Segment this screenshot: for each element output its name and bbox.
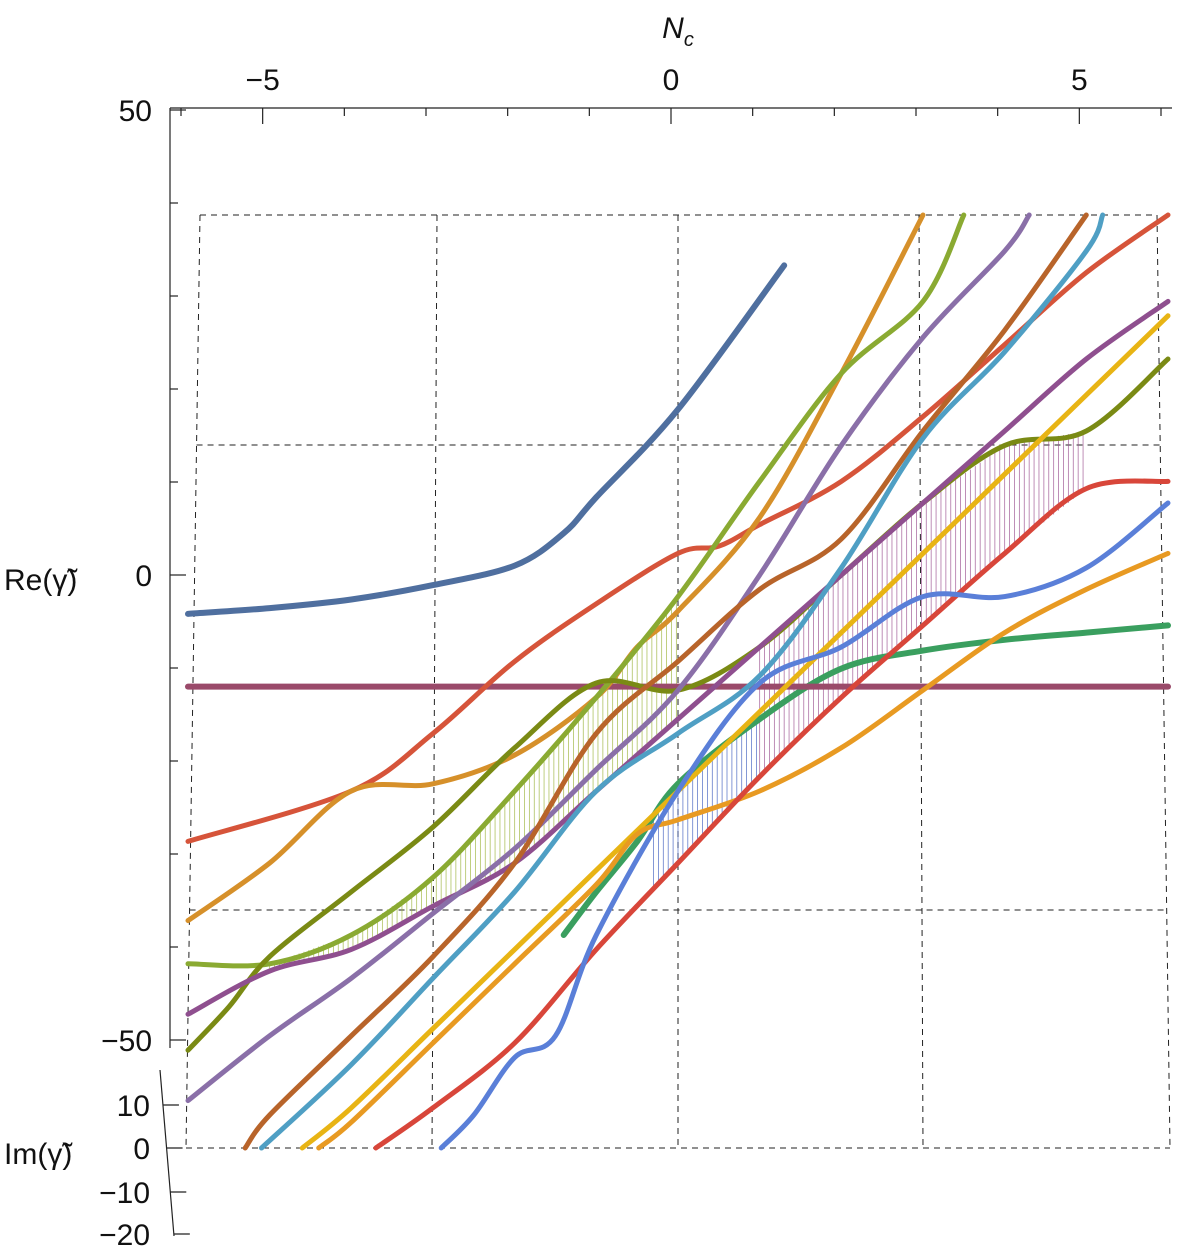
x-tick-label-2: 5 [1071,64,1088,97]
series-line-orange-upper [185,212,926,924]
grid-vertical-0 [185,214,201,1149]
series-line-orange-lower [316,550,1171,1151]
series-line-brown [242,212,1089,1151]
im-tick-label-1: 0 [133,1133,150,1166]
grid-layer [185,214,1171,1149]
series-line-dark-green [560,622,1171,938]
re-tick-label-2: −50 [101,1025,152,1058]
series-line-olive-green [185,212,967,969]
re-tick-label-0: 50 [119,95,152,128]
series-line-red-main [185,212,1171,844]
series-line-slate-blue [185,262,788,617]
curve-layer [185,212,1171,1151]
im-tick-label-2: −10 [99,1177,150,1210]
re-axis-title: Re(γ̃) [4,564,78,597]
im-tick-label-0: 10 [117,1090,150,1123]
x-axis-title-n: N [662,12,684,45]
im-axis-title: Im(γ̃) [4,1138,73,1171]
series-line-gold [299,313,1171,1151]
grid-vertical-1 [431,214,438,1149]
x-axis-title-sub: c [684,29,694,51]
series-line-red-lower [373,478,1171,1151]
series-line-purple-lower [185,298,1171,1017]
axis-layer [159,107,1172,1237]
im-tick-label-3: −20 [99,1219,150,1252]
im-axis-line [159,1069,175,1237]
x-tick-label-1: 0 [663,64,680,97]
re-tick-label-1: 0 [135,560,152,593]
series-line-steel-blue [259,212,1106,1151]
hatch-layer [269,431,1084,971]
series-line-dark-olive [185,356,1171,1053]
grid-vertical-4 [1156,214,1171,1149]
x-tick-label-0: −5 [246,64,280,97]
series-line-royal-blue [438,500,1171,1151]
grid-vertical-3 [918,214,924,1149]
series-line-violet [185,212,1032,1104]
x-axis-title: Nc [662,12,694,51]
